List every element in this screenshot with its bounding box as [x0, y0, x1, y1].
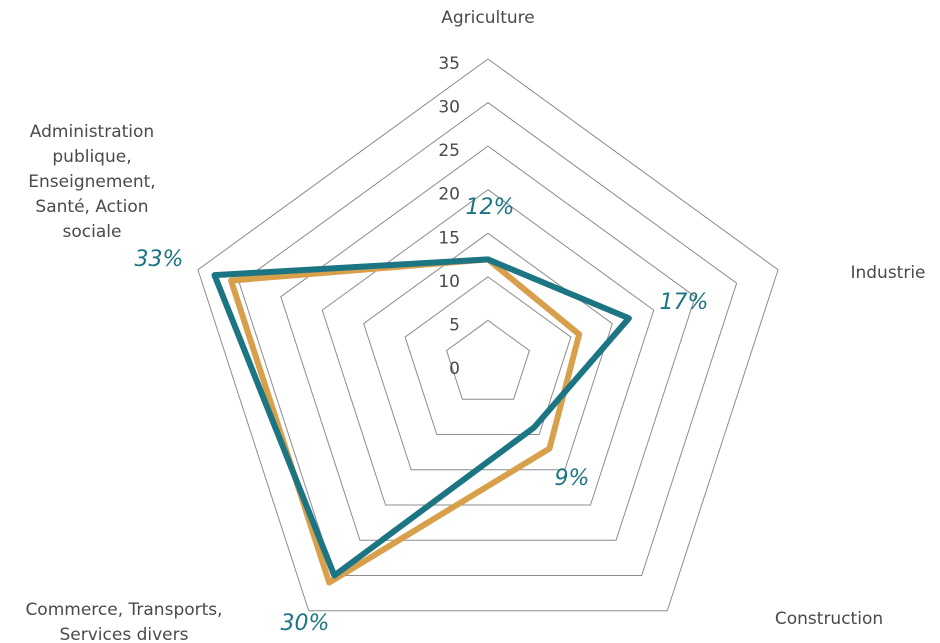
- value-annotation: 17%: [660, 290, 709, 315]
- series-group: [211, 256, 632, 586]
- grid-ring: [445, 319, 531, 400]
- category-label: Agriculture: [441, 8, 535, 28]
- value-annotations: 12% 17% 9% 30% 33%: [135, 195, 709, 636]
- value-annotation: 9%: [555, 466, 590, 491]
- grid-ring: [404, 276, 572, 436]
- category-label: Commerce, Transports, Services divers: [25, 600, 222, 643]
- category-labels: Agriculture Industrie Construction Commerce…: [25, 8, 925, 643]
- tick-label: 35: [438, 54, 460, 74]
- radial-tick-labels: 0 5 10 15 20 25 30 35: [438, 54, 460, 379]
- grid-ring: [238, 101, 738, 577]
- tick-label: 20: [438, 185, 460, 205]
- value-annotation: 12%: [466, 195, 515, 220]
- radar-grid: [197, 58, 779, 612]
- series-line-1: [228, 256, 583, 586]
- category-label: Industrie: [850, 263, 925, 283]
- category-label: Administration publique, Enseignement, Sant…: [28, 122, 155, 242]
- grid-ring: [321, 189, 655, 506]
- tick-label: 30: [438, 98, 460, 118]
- category-label: Construction: [775, 609, 883, 629]
- tick-label: 0: [449, 359, 460, 379]
- grid-ring: [197, 58, 779, 612]
- tick-label: 10: [438, 272, 460, 292]
- value-annotation: 30%: [281, 611, 330, 636]
- series-line-2: [211, 256, 632, 579]
- tick-label: 5: [449, 315, 460, 335]
- tick-label: 15: [438, 228, 460, 248]
- value-annotation: 33%: [135, 247, 184, 272]
- grid-ring: [363, 232, 613, 471]
- tick-label: 25: [438, 141, 460, 161]
